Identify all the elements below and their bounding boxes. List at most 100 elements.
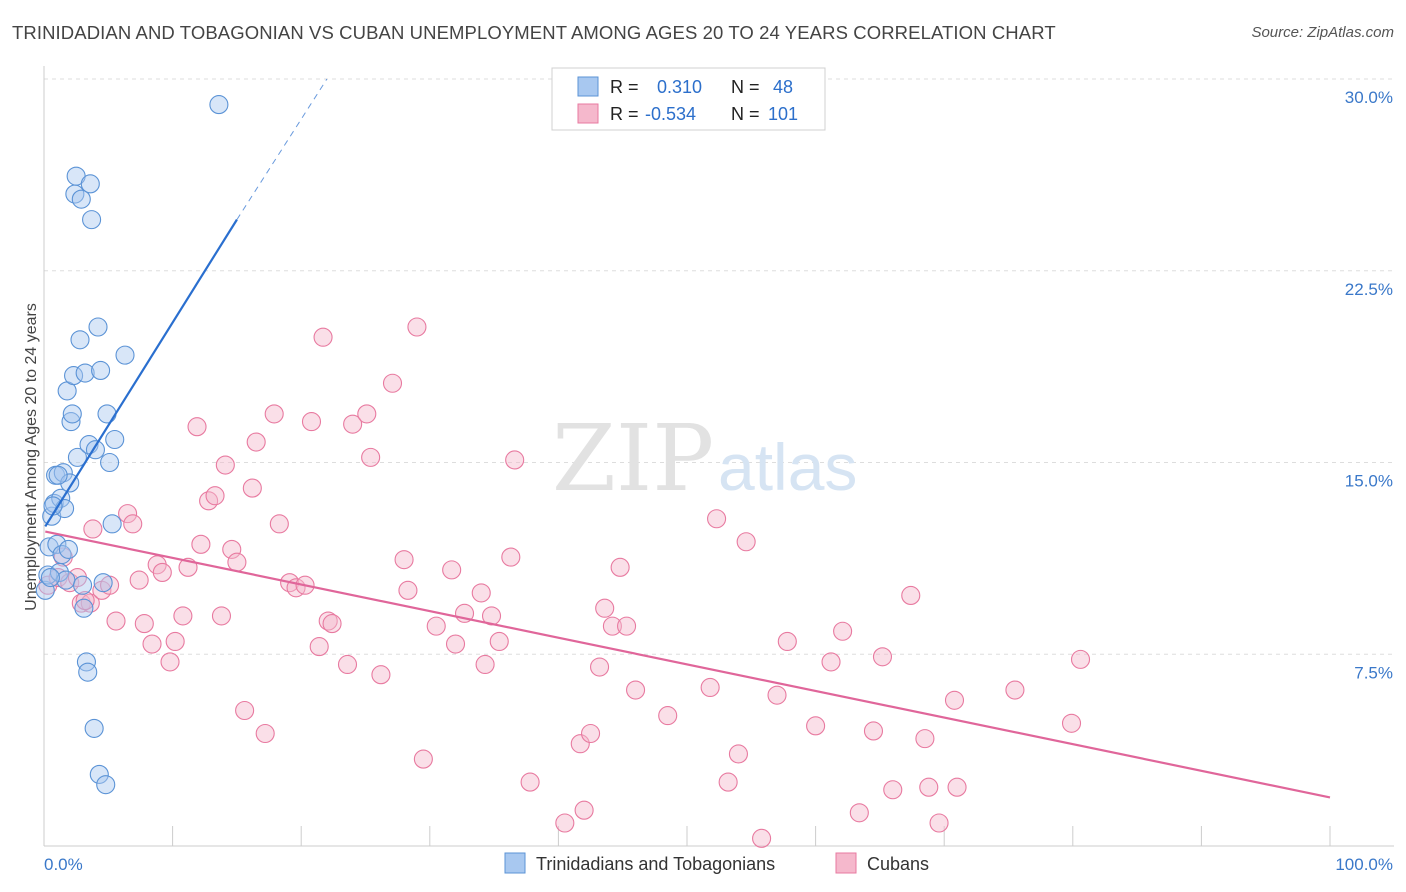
cuban-point [1070,649,1091,669]
cuban-point [246,432,266,452]
trinidadian-point [115,345,135,365]
cuban-point [883,780,903,800]
cuban-point [736,532,756,552]
trinidadian-point [35,580,55,600]
watermark: ZIP atlas [552,405,857,512]
trinidadian-point [76,652,96,672]
cuban-point [626,680,646,700]
trinidadian-point [71,189,91,209]
trinidadian-point [209,95,229,115]
cuban-point [309,637,329,657]
cuban-point [471,583,491,603]
cuban-point [134,614,154,634]
y-tick-label: 15.0% [1345,472,1393,491]
cuban-point [944,690,965,710]
cuban-point [501,547,521,567]
cuban-point [445,634,466,654]
cuban-point [574,800,594,820]
cuban-point [75,591,95,611]
y-tick-label: 7.5% [1354,663,1393,682]
cuban-point [371,665,391,685]
legend-n-value-2: 101 [768,104,798,124]
cuban-point [357,404,377,424]
cuban-point [863,721,884,741]
cuban-point [833,621,853,641]
cuban-point [173,606,193,626]
cuban-point [160,652,180,672]
cuban-point [505,450,525,470]
cuban-point [595,598,615,618]
cuban-point [767,685,787,705]
watermark-zip: ZIP [552,405,714,512]
cuban-point [728,744,748,764]
cuban-point [142,634,162,654]
cuban-point [602,616,622,636]
cuban-point [555,813,575,833]
y-tick-labels: 7.5% 15.0% 22.5% 30.0% [1345,88,1393,682]
y-tick-label: 22.5% [1345,280,1393,299]
cuban-point [83,519,103,539]
cuban-point [849,803,869,823]
cuban-point [489,631,509,652]
cuban-point [337,654,358,675]
cuban-point [211,606,232,626]
cuban-point [580,723,601,744]
legend-swatch-blue [577,76,599,97]
trinidadian-point [78,662,98,682]
x-tick-labels: 0.0% 100.0% [44,855,1393,874]
bottom-legend-label-1: Trinidadians and Tobagonians [536,854,775,874]
trinidadian-point [53,463,73,483]
trinidadian-point [38,565,58,585]
trinidadian-point [67,447,87,467]
cuban-point [322,614,342,634]
bottom-legend-swatch-pink [835,852,857,874]
trinidadian-point [97,404,117,424]
trend-line-cuban [45,530,1331,799]
cuban-point [123,514,143,534]
trinidadian-point [91,360,111,381]
y-axis-label: Unemployment Among Ages 20 to 24 years [23,303,40,611]
legend-swatch-pink [577,103,599,124]
cuban-point [394,550,414,570]
cuban-point [806,716,826,736]
trinidadian-point [93,573,113,593]
cuban-point [777,631,797,652]
cuban-point [707,509,727,529]
cuban-point [872,647,893,667]
axes [43,66,1394,847]
chart-title: TRINIDADIAN AND TOBAGONIAN VS CUBAN UNEM… [12,22,1056,43]
legend-r-label-2: R = [610,104,639,124]
trinidadian-point [64,366,84,386]
cuban-point [382,373,403,393]
cuban-point [106,611,126,631]
grid-lines [44,78,1394,655]
cuban-point [590,657,610,677]
cuban-point [235,700,255,721]
trinidadian-point [58,539,78,559]
cuban-point [426,616,446,636]
legend-box: R = 0.310 N = 48 R = -0.534 N = 101 [551,67,826,131]
watermark-atlas: atlas [718,430,857,504]
cuban-point [398,580,418,600]
trinidadian-point [47,534,67,554]
bottom-legend-label-2: Cubans [867,854,929,874]
cuban-point [343,414,363,434]
cuban-point [413,749,433,769]
series-trinidadians [35,95,229,795]
trinidadian-point [73,575,93,595]
cuban-point [222,539,242,559]
cuban-point [442,560,462,580]
trinidadian-point [48,465,68,485]
legend-r-value-1: 0.310 [657,77,702,97]
trinidadian-point [70,330,90,350]
cuban-point [118,504,138,524]
trinidadian-point [75,363,95,383]
cuban-point [187,417,207,437]
legend-r-value-2: -0.534 [645,104,696,124]
cuban-point [38,575,58,595]
cuban-point [475,654,495,675]
trinidadian-point [105,429,125,450]
cuban-point [227,552,247,572]
y-tick-label: 30.0% [1345,88,1393,107]
